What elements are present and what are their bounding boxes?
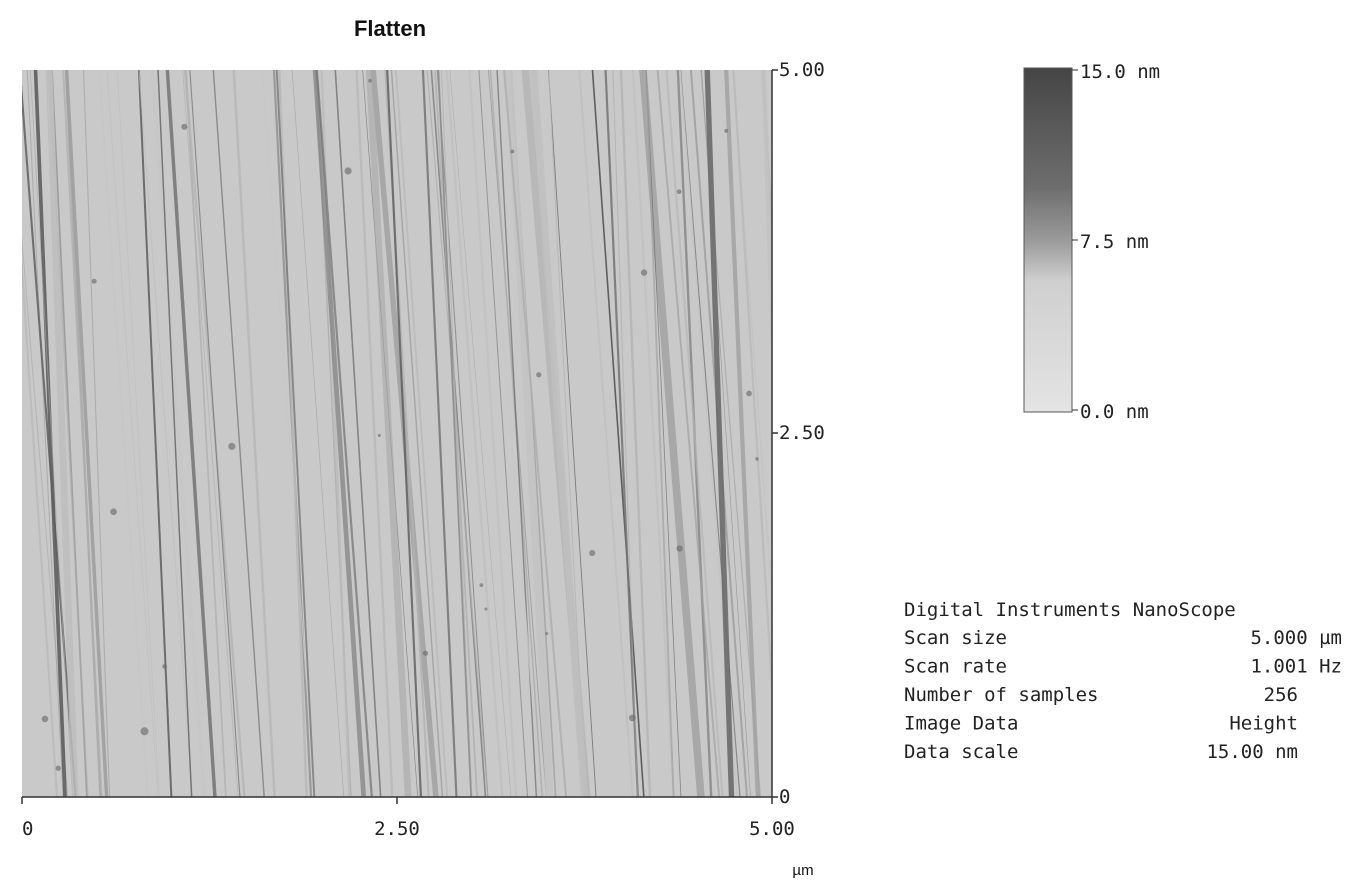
y-tick-label: 0	[779, 786, 790, 808]
speck	[479, 583, 483, 587]
info-key: Image Data	[904, 713, 1018, 735]
speck	[746, 391, 752, 397]
speck	[641, 269, 647, 275]
speck	[724, 129, 728, 133]
speck	[140, 727, 148, 735]
x-tick-label: 5.00	[749, 818, 795, 840]
info-value: 256	[1264, 684, 1298, 706]
speck	[589, 550, 595, 556]
speck	[110, 508, 117, 515]
info-header: Digital Instruments NanoScope	[904, 599, 1236, 621]
speck	[677, 189, 682, 194]
y-tick-label: 5.00	[779, 59, 825, 81]
speck	[755, 457, 759, 461]
speck	[484, 607, 487, 610]
speck	[536, 372, 541, 377]
speck	[676, 545, 682, 551]
info-value: 5.000 µm	[1250, 627, 1342, 649]
speck	[228, 443, 235, 450]
page: Flatten µm Digital Instruments NanoScope…	[0, 0, 1347, 883]
title: Flatten	[354, 16, 426, 41]
speck	[423, 651, 428, 656]
speck	[629, 714, 636, 721]
colorbar-label: 0.0 nm	[1080, 401, 1149, 423]
y-tick-label: 2.50	[779, 422, 825, 444]
speck	[92, 279, 97, 284]
speck	[344, 167, 351, 174]
speck	[545, 632, 548, 635]
info-key: Scan size	[904, 627, 1007, 649]
info-value: 15.00 nm	[1206, 741, 1298, 763]
speck	[368, 79, 372, 83]
info-key: Scan rate	[904, 656, 1007, 678]
speck	[56, 766, 61, 771]
colorbar-label: 7.5 nm	[1080, 231, 1149, 253]
speck	[378, 434, 381, 437]
info-key: Number of samples	[904, 684, 1098, 706]
colorbar-label: 15.0 nm	[1080, 61, 1160, 83]
info-key: Data scale	[904, 741, 1018, 763]
figure: Flatten µm Digital Instruments NanoScope…	[0, 0, 1347, 883]
info-value: Height	[1229, 713, 1298, 735]
speck	[181, 124, 187, 130]
speck	[162, 664, 167, 669]
speck	[510, 150, 514, 154]
x-unit: µm	[792, 862, 813, 879]
x-tick-label: 2.50	[374, 818, 420, 840]
speck	[42, 716, 49, 723]
x-tick-label: 0	[22, 818, 33, 840]
info-value: 1.001 Hz	[1250, 656, 1342, 678]
colorbar	[1024, 68, 1072, 412]
